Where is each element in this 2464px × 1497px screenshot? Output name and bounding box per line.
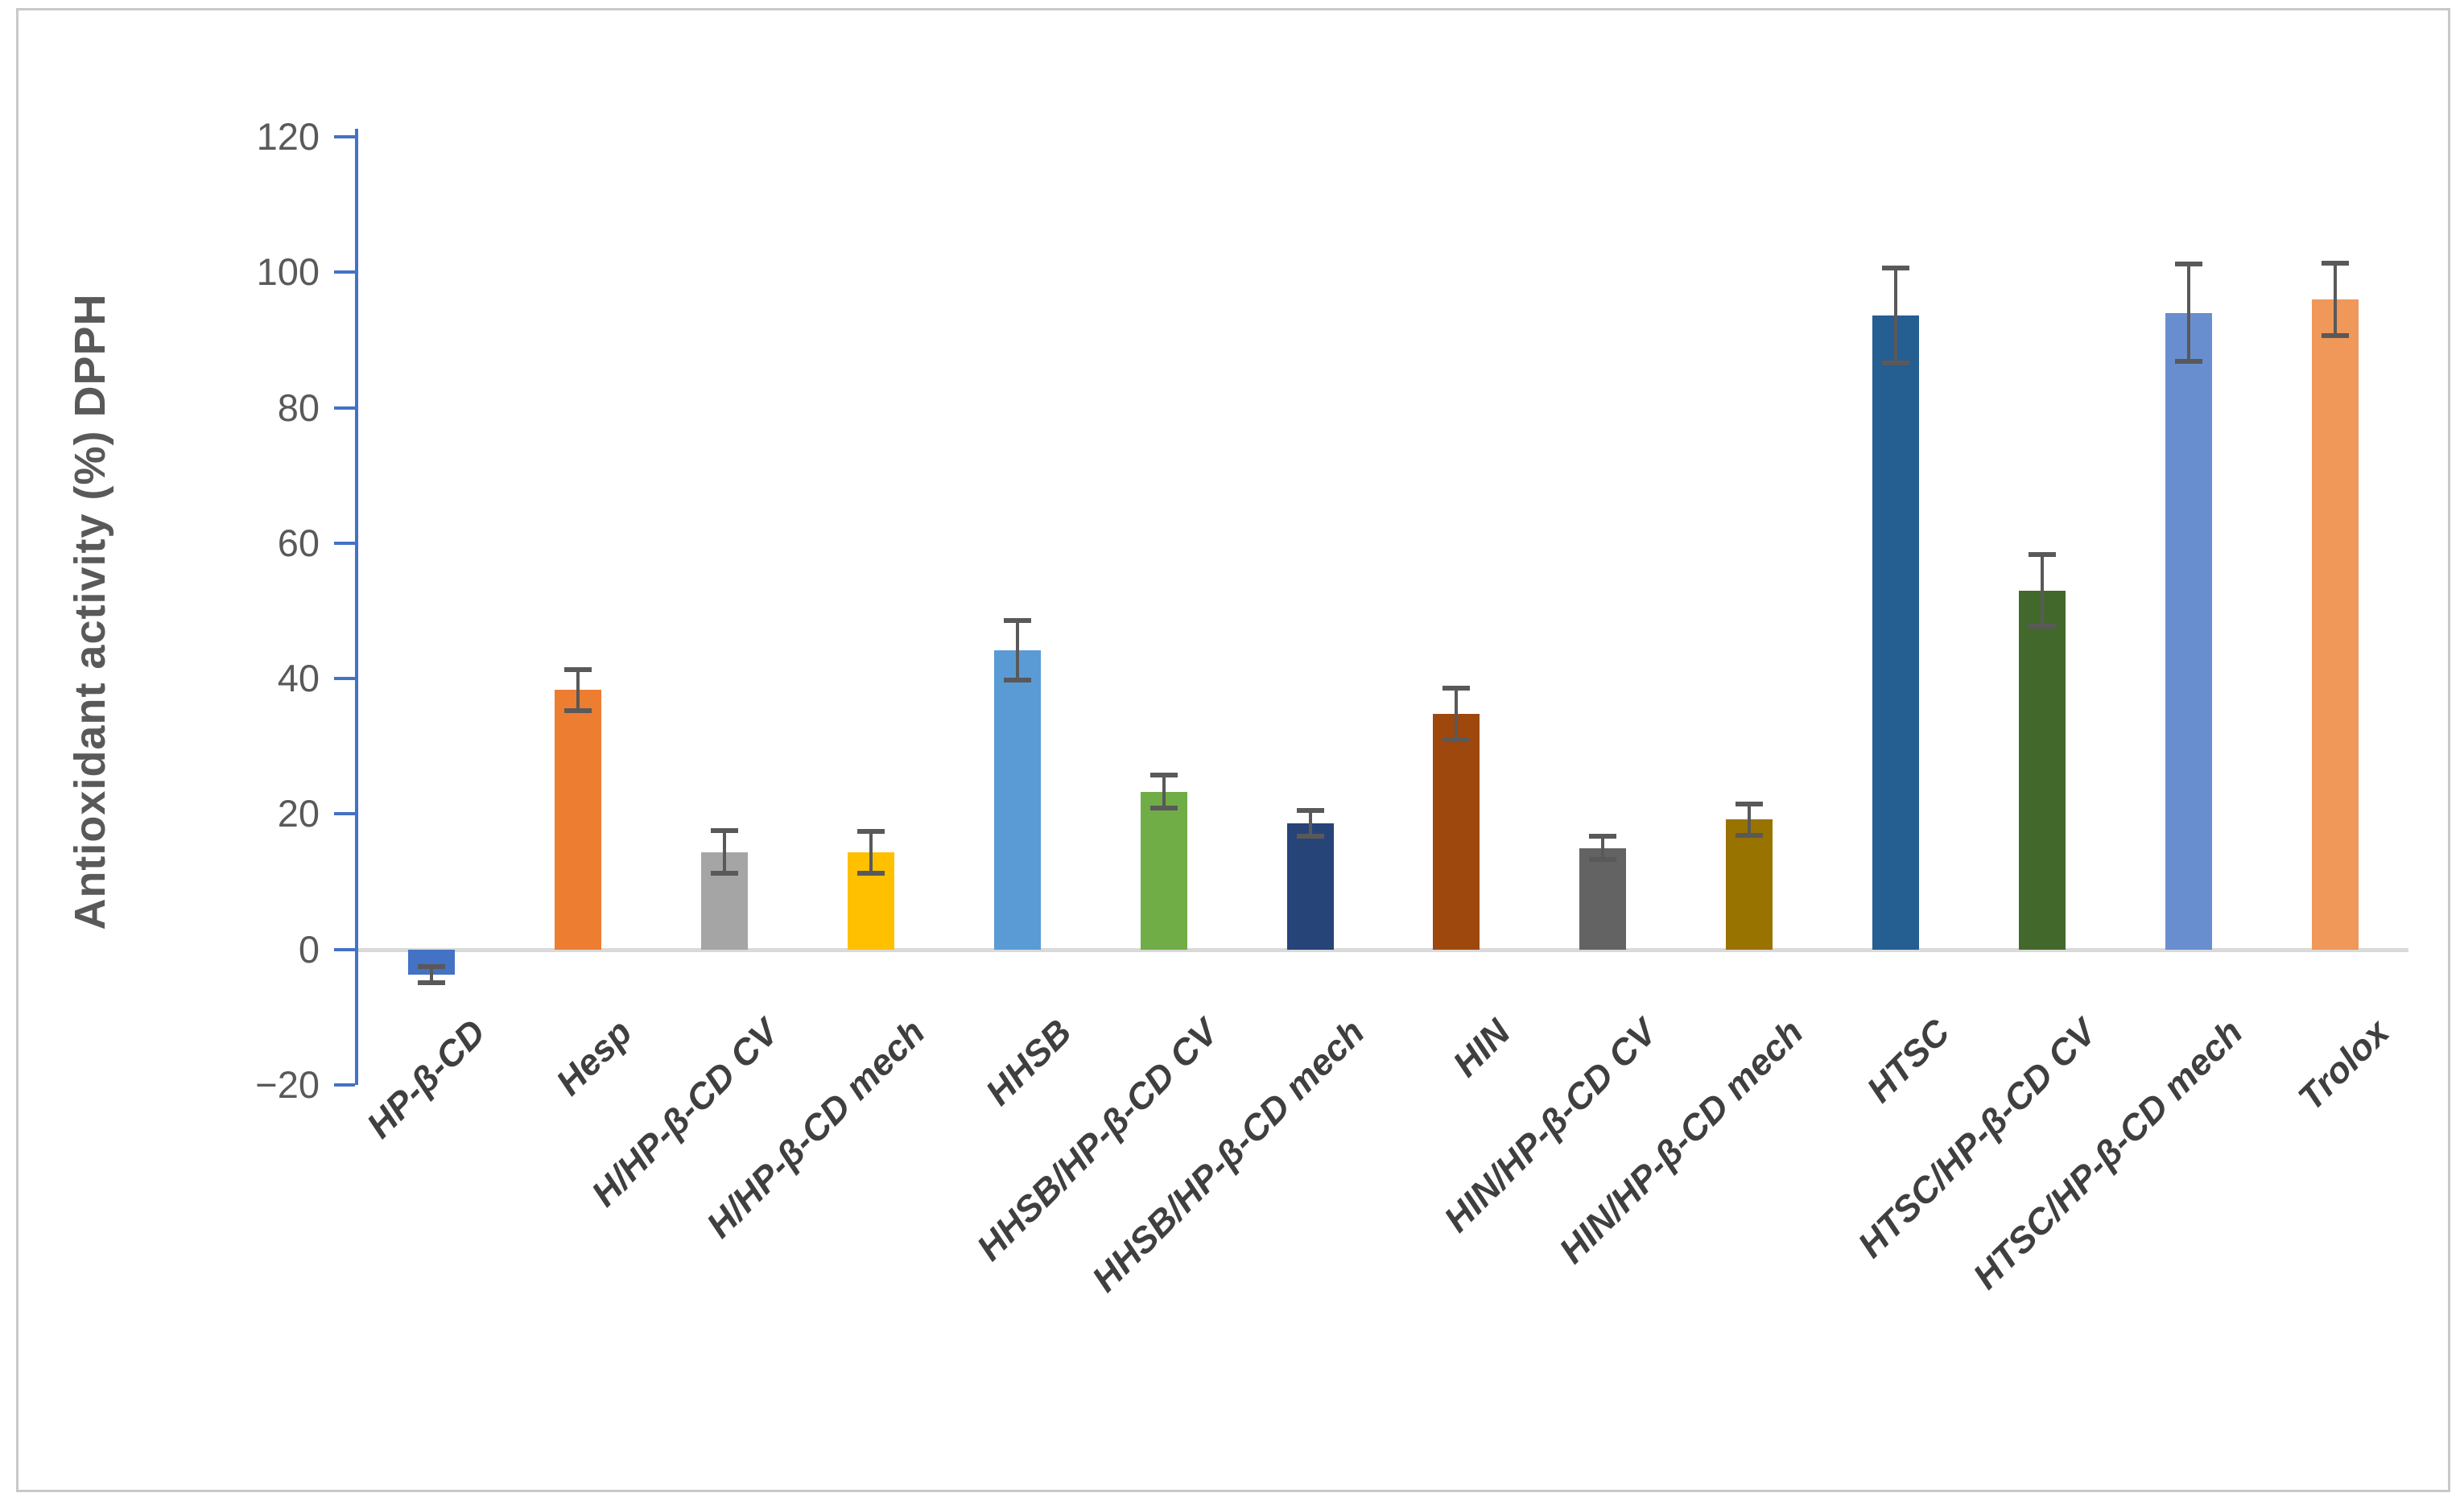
bar — [2312, 299, 2359, 950]
error-bar-cap-top — [2322, 261, 2350, 266]
error-bar-cap-bottom — [1442, 736, 1471, 742]
bar — [2019, 590, 2066, 950]
y-tick-label: −20 — [255, 1063, 320, 1106]
error-bar-cap-bottom — [1296, 834, 1324, 839]
error-bar-cap-top — [1149, 773, 1178, 778]
bar — [1579, 847, 1627, 950]
bar — [1140, 791, 1187, 950]
y-tick-label: 0 — [298, 927, 320, 971]
y-tick-label: 40 — [277, 657, 320, 700]
y-tick-mark — [334, 677, 355, 681]
error-bar-line — [1162, 775, 1166, 808]
y-tick-label: 80 — [277, 386, 320, 429]
error-bar-cap-top — [856, 829, 885, 835]
error-bar-cap-top — [1296, 808, 1324, 814]
error-bar-cap-top — [1442, 685, 1471, 691]
error-bar-line — [722, 830, 726, 874]
error-bar-cap-top — [1736, 801, 1764, 806]
y-axis-line — [355, 129, 358, 1085]
y-tick-label: 120 — [256, 115, 320, 158]
error-bar-cap-top — [2175, 262, 2203, 267]
error-bar-line — [1601, 836, 1605, 860]
error-bar-cap-bottom — [1736, 832, 1764, 838]
error-bar-line — [869, 831, 873, 874]
y-tick-mark — [334, 812, 355, 816]
y-tick-mark — [334, 406, 355, 410]
y-tick-label: 20 — [277, 792, 320, 835]
error-bar-cap-top — [710, 827, 738, 833]
y-tick-label: 100 — [256, 250, 320, 294]
error-bar-cap-bottom — [710, 871, 738, 876]
error-bar-cap-top — [1003, 617, 1031, 623]
bar — [1286, 823, 1334, 950]
error-bar-cap-top — [563, 667, 592, 673]
error-bar-line — [2187, 264, 2191, 362]
error-bar-cap-bottom — [1589, 856, 1617, 862]
y-tick-mark — [334, 135, 355, 138]
error-bar-cap-bottom — [2029, 624, 2057, 629]
error-bar-cap-top — [1589, 834, 1617, 839]
y-tick-mark — [334, 1083, 355, 1087]
error-bar-line — [429, 966, 433, 983]
error-bar-line — [1455, 687, 1459, 740]
error-bar-line — [1308, 810, 1312, 837]
bar — [2165, 312, 2213, 950]
error-bar-cap-bottom — [2322, 332, 2350, 338]
error-bar-cap-bottom — [2175, 359, 2203, 365]
error-bar-line — [1015, 620, 1019, 680]
bar — [993, 650, 1041, 950]
y-tick-label: 60 — [277, 521, 320, 564]
error-bar-cap-bottom — [563, 707, 592, 713]
y-tick-mark — [334, 541, 355, 545]
error-bar-line — [1748, 803, 1752, 835]
error-bar-cap-top — [417, 963, 445, 969]
y-tick-mark — [334, 270, 355, 274]
error-bar-line — [576, 670, 580, 711]
error-bar-line — [1894, 268, 1898, 364]
error-bar-cap-bottom — [1003, 677, 1031, 683]
zero-baseline — [358, 947, 2408, 952]
error-bar-cap-bottom — [856, 871, 885, 876]
y-tick-mark — [334, 947, 355, 951]
error-bar-line — [2334, 263, 2338, 336]
error-bar-cap-bottom — [1149, 805, 1178, 810]
error-bar-cap-bottom — [417, 979, 445, 985]
bar — [1872, 315, 1920, 950]
error-bar-cap-top — [2029, 552, 2057, 558]
error-bar-cap-bottom — [1882, 361, 1910, 366]
bar — [1726, 819, 1773, 950]
bar — [554, 690, 601, 950]
error-bar-cap-top — [1882, 266, 1910, 271]
bar — [1433, 713, 1480, 950]
y-axis-title: Antioxidant activity (%) DPPH — [66, 293, 114, 930]
error-bar-line — [2041, 555, 2045, 627]
